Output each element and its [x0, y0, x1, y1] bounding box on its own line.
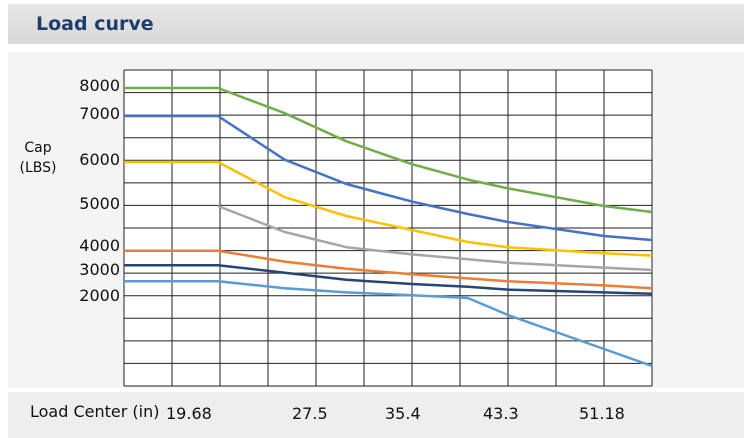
series-line-3	[124, 160, 653, 257]
y-tick-label: 5000	[79, 194, 120, 213]
y-axis-label: Cap (LBS)	[14, 138, 62, 178]
x-tick-label: 51.18	[579, 404, 625, 423]
series-line-6	[124, 263, 653, 296]
y-axis-label-line: Cap	[24, 140, 52, 156]
series-line-7	[124, 279, 653, 368]
y-tick-label: 6000	[79, 150, 120, 169]
x-axis-band	[8, 392, 744, 438]
chart-title: Load curve	[36, 13, 154, 35]
y-tick-label: 2000	[79, 286, 120, 305]
x-tick-label: 43.3	[483, 404, 519, 423]
series-line-4	[217, 204, 653, 272]
y-tick-label: 7000	[79, 104, 120, 123]
chart-header: Load curve	[8, 4, 744, 44]
series-line-2	[124, 114, 653, 242]
x-tick-label: 27.5	[292, 404, 328, 423]
series-line-5	[124, 249, 653, 290]
x-tick-label: 19.68	[166, 404, 212, 423]
y-tick-label: 3000	[79, 260, 120, 279]
x-axis-label: Load Center (in)	[30, 402, 160, 421]
x-tick-label: 35.4	[385, 404, 421, 423]
y-tick-label: 8000	[79, 76, 120, 95]
grid-lines	[123, 69, 653, 387]
y-tick-label: 4000	[79, 236, 120, 255]
series-line-1	[124, 86, 653, 214]
y-axis-label-line: (LBS)	[19, 160, 57, 176]
